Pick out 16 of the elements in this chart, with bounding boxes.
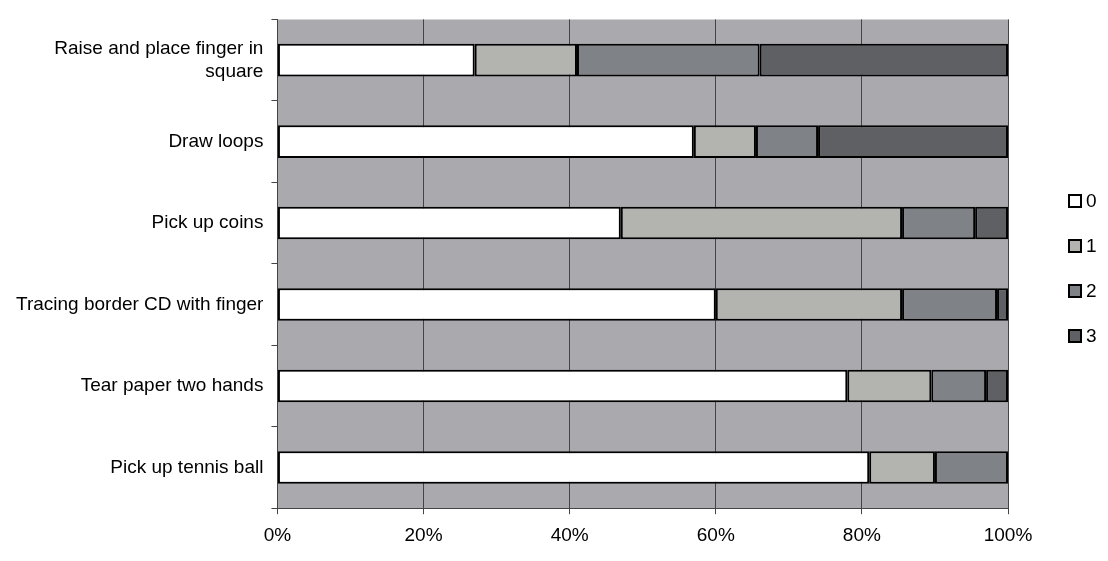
x-tick-label: 20% (404, 523, 443, 545)
legend-label: 3 (1086, 325, 1097, 347)
y-tick-label: Tear paper two hands (80, 374, 264, 396)
text: 1 (1086, 235, 1097, 257)
y-tick-label: Tracing border CD with finger (15, 292, 265, 314)
y-tick-label: Draw loops (168, 129, 264, 151)
x-tick-label: 100% (983, 523, 1033, 545)
legend-label: 2 (1086, 280, 1097, 302)
x-tick-label: 40% (550, 523, 589, 545)
y-tick-label: Pick up tennis ball (110, 455, 264, 477)
y-tick-label: Pick up coins (151, 211, 264, 233)
x-tick-label: 0% (263, 523, 292, 545)
legend-label: 0 (1086, 190, 1097, 212)
x-tick-label: 80% (842, 523, 882, 545)
y-tick-label: Raise and place finger in square (54, 36, 264, 81)
x-tick-label: 60% (696, 523, 735, 545)
